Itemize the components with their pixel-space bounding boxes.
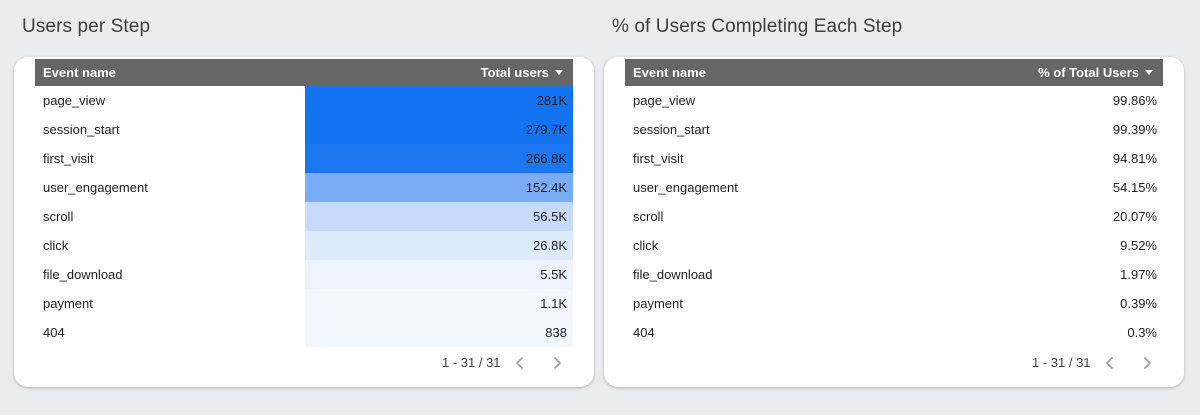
left-panel-title: Users per Step [22, 16, 151, 37]
metric-value-cell: 1.1K [540, 296, 567, 311]
metric-value-cell: 20.07% [1112, 209, 1157, 224]
metric-value-cell: 279.7K [525, 122, 567, 137]
event-name-cell: user_engagement [633, 180, 738, 195]
metric-value-cell: 56.5K [533, 209, 567, 224]
table-row[interactable]: session_start 99.39% [625, 115, 1163, 144]
pagination: 1 - 31 / 31 [14, 355, 594, 375]
table-header: Event name % of Total Users [625, 59, 1163, 86]
column-header-label: Total users [480, 65, 549, 80]
column-header-total-users[interactable]: Total users [481, 65, 563, 80]
heatmap-cell [305, 289, 573, 318]
heatmap-cell [305, 173, 573, 202]
event-name-cell: scroll [43, 209, 74, 224]
heatmap-cell [305, 231, 573, 260]
heatmap-cell [305, 202, 573, 231]
users-per-step-table: Event name Total users page_view 281K sess… [14, 57, 594, 387]
pagination-range: 1 - 31 / 31 [442, 355, 501, 370]
event-name-cell: scroll [633, 209, 664, 224]
table-body: page_view 99.86% session_start 99.39% first_… [625, 86, 1163, 347]
table-header: Event name Total users [35, 59, 573, 86]
table-row[interactable]: first_visit 266.8K [35, 144, 573, 173]
heatmap-cell [305, 260, 573, 289]
metric-value-cell: 266.8K [525, 151, 567, 166]
metric-value-cell: 26.8K [533, 238, 567, 253]
metric-value-cell: 9.52% [1120, 238, 1157, 253]
event-name-cell: session_start [633, 122, 710, 137]
event-name-cell: file_download [43, 267, 123, 282]
table-row[interactable]: session_start 279.7K [35, 115, 573, 144]
chevron-right-icon[interactable] [1137, 353, 1157, 373]
table-row[interactable]: payment 0.39% [625, 289, 1163, 318]
metric-value-cell: 1.97% [1120, 267, 1157, 282]
chevron-right-icon[interactable] [547, 353, 567, 373]
event-name-cell: page_view [43, 93, 106, 108]
event-name-cell: first_visit [633, 151, 684, 166]
metric-value-cell: 99.39% [1112, 122, 1157, 137]
sort-descending-icon [1145, 70, 1153, 76]
completion-percent-table: Event name % of Total Users page_view 99.… [604, 57, 1184, 387]
heatmap-cell [305, 144, 573, 173]
column-header-event-name[interactable]: Event name [633, 65, 706, 80]
table-row[interactable]: scroll 56.5K [35, 202, 573, 231]
event-name-cell: page_view [633, 93, 696, 108]
metric-value-cell: 838 [545, 325, 567, 340]
event-name-cell: click [43, 238, 69, 253]
event-name-cell: file_download [633, 267, 713, 282]
pagination: 1 - 31 / 31 [604, 355, 1184, 375]
event-name-cell: first_visit [43, 151, 94, 166]
heatmap-cell [305, 318, 573, 347]
metric-value-cell: 54.15% [1112, 180, 1157, 195]
sort-descending-icon [555, 70, 563, 76]
table-row[interactable]: payment 1.1K [35, 289, 573, 318]
event-name-cell: user_engagement [43, 180, 148, 195]
column-header-label: % of Total Users [1038, 65, 1139, 80]
metric-value-cell: 5.5K [540, 267, 567, 282]
table-row[interactable]: 404 0.3% [625, 318, 1163, 347]
metric-value-cell: 0.3% [1127, 325, 1157, 340]
metric-value-cell: 281K [536, 93, 567, 108]
metric-value-cell: 152.4K [525, 180, 567, 195]
table-row[interactable]: 404 838 [35, 318, 573, 347]
event-name-cell: session_start [43, 122, 120, 137]
table-row[interactable]: user_engagement 152.4K [35, 173, 573, 202]
table-row[interactable]: page_view 99.86% [625, 86, 1163, 115]
event-name-cell: 404 [633, 325, 655, 340]
table-row[interactable]: user_engagement 54.15% [625, 173, 1163, 202]
event-name-cell: click [633, 238, 659, 253]
chevron-left-icon[interactable] [510, 353, 530, 373]
heatmap-cell [305, 115, 573, 144]
column-header-event-name[interactable]: Event name [43, 65, 116, 80]
table-row[interactable]: file_download 1.97% [625, 260, 1163, 289]
table-row[interactable]: scroll 20.07% [625, 202, 1163, 231]
table-row[interactable]: click 9.52% [625, 231, 1163, 260]
event-name-cell: 404 [43, 325, 65, 340]
pagination-range: 1 - 31 / 31 [1032, 355, 1091, 370]
table-row[interactable]: file_download 5.5K [35, 260, 573, 289]
event-name-cell: payment [43, 296, 93, 311]
table-row[interactable]: click 26.8K [35, 231, 573, 260]
chevron-left-icon[interactable] [1100, 353, 1120, 373]
table-row[interactable]: first_visit 94.81% [625, 144, 1163, 173]
metric-value-cell: 99.86% [1112, 93, 1157, 108]
right-panel-title: % of Users Completing Each Step [612, 16, 903, 37]
table-body: page_view 281K session_start 279.7K first_vi… [35, 86, 573, 347]
table-row[interactable]: page_view 281K [35, 86, 573, 115]
heatmap-cell [305, 86, 573, 115]
event-name-cell: payment [633, 296, 683, 311]
metric-value-cell: 94.81% [1112, 151, 1157, 166]
column-header-percent-total-users[interactable]: % of Total Users [1038, 65, 1153, 80]
metric-value-cell: 0.39% [1120, 296, 1157, 311]
